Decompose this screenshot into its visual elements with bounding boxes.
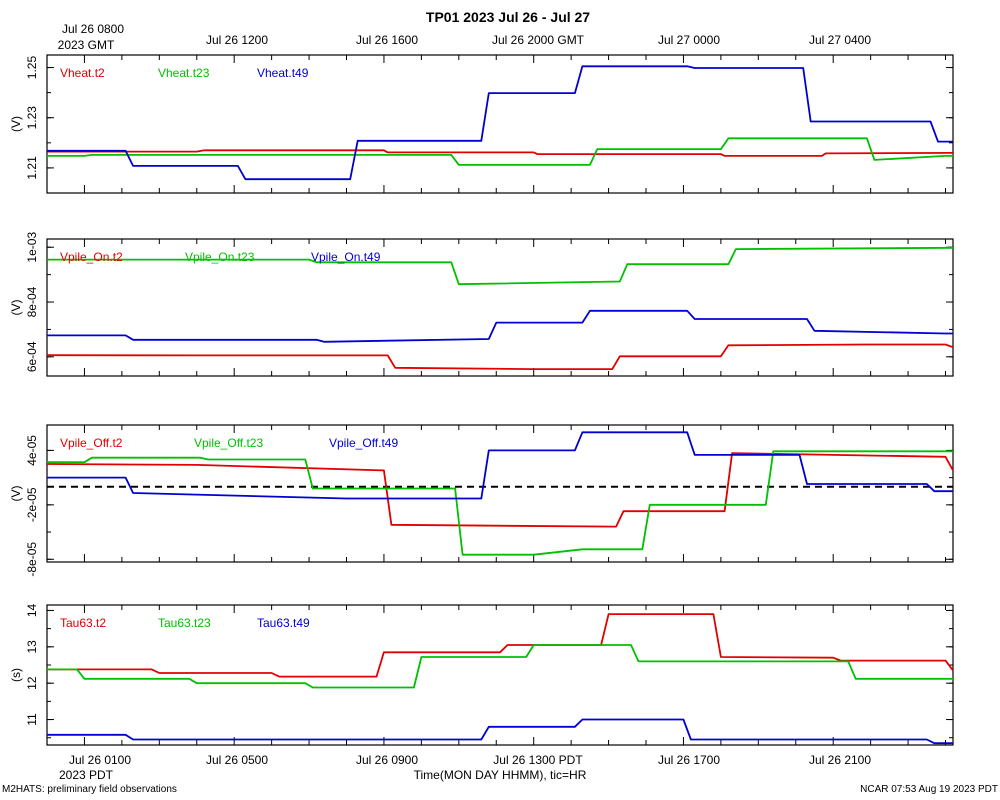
top-axis-label: Jul 26 2000 GMT — [492, 33, 585, 47]
bottom-axis-label: Jul 26 2100 — [809, 753, 871, 767]
series-line-tau63-t23 — [47, 644, 953, 689]
legend-label: Vpile_Off.t2 — [60, 436, 123, 450]
series-line-vpile-off-t49 — [47, 431, 953, 500]
legend-label: Vheat.t49 — [257, 66, 309, 80]
y-axis-title: (V) — [9, 116, 23, 132]
panel-frame — [46, 424, 954, 563]
panel-frame — [46, 238, 954, 377]
bottom-axis-year-label: 2023 PDT — [59, 768, 114, 782]
series-line-vheat-t2 — [47, 149, 954, 157]
y-axis-title: (V) — [9, 300, 23, 316]
series-line-vpile-on-t49 — [47, 309, 953, 343]
series-line-tau63-t2 — [47, 613, 954, 678]
series-line-tau63-t49 — [47, 718, 953, 745]
y-tick-label: 1e-03 — [25, 232, 39, 263]
legend-label: Vpile_On.t49 — [311, 250, 381, 264]
chart-title: TP01 2023 Jul 26 - Jul 27 — [426, 9, 590, 25]
chart-panel: -8e-05 -2e-05 4e-05 (V) Vpile_Off.t2 Vpile_Of… — [9, 424, 954, 577]
chart-panel: 6e-04 8e-04 1e-03 (V) Vpile_On.t2 Vpile_On.t2… — [9, 232, 954, 377]
series-line-vpile-off-t2 — [46, 452, 954, 528]
y-tick-label: 1.23 — [25, 106, 39, 130]
top-axis-label: Jul 26 1200 — [206, 33, 268, 47]
y-tick-label: 6e-04 — [25, 341, 39, 372]
bottom-axis-label: Jul 26 1700 — [658, 753, 720, 767]
footer-note: M2HATS: preliminary field observations — [2, 784, 177, 795]
series-line-vpile-on-t2 — [46, 343, 954, 371]
legend-label: Tau63.t2 — [60, 616, 106, 630]
series-line-vpile-on-t23 — [47, 246, 954, 286]
legend-label: Tau63.t49 — [257, 616, 310, 630]
legend-label: Vpile_On.t2 — [60, 250, 123, 264]
top-axis-label: Jul 27 0000 — [658, 33, 720, 47]
y-tick-label: 12 — [25, 676, 39, 690]
bottom-axis-label: Jul 26 0900 — [356, 753, 418, 767]
legend-label: Vpile_Off.t23 — [194, 436, 263, 450]
panel-frame — [46, 604, 954, 746]
legend-label: Vheat.t23 — [158, 66, 210, 80]
y-tick-label: 13 — [25, 640, 39, 654]
y-tick-label: 4e-05 — [25, 435, 39, 466]
top-axis-first-label-line2: 2023 GMT — [58, 38, 115, 52]
series-line-vheat-t49 — [47, 65, 953, 181]
y-tick-label: -8e-05 — [25, 542, 39, 577]
series-line-vheat-t23 — [47, 137, 953, 166]
top-axis-label: Jul 27 0400 — [809, 33, 871, 47]
legend-label: Tau63.t23 — [158, 616, 211, 630]
panel-frame — [46, 54, 954, 194]
bottom-time-axis: Jul 26 0100 Jul 26 0500 Jul 26 0900 Jul … — [59, 753, 871, 782]
series-line-vpile-off-t23 — [47, 450, 953, 556]
x-axis-title: Time(MON DAY HHMM), tic=HR — [414, 768, 587, 782]
top-axis-label: Jul 26 1600 — [356, 33, 418, 47]
y-tick-label: 11 — [25, 713, 39, 726]
y-axis-title: (s) — [9, 668, 23, 682]
panels: 1.21 1.23 1.25 (V) Vheat.t2 Vheat.t23 Vheat.t4… — [9, 54, 954, 746]
y-axis-title: (V) — [9, 486, 23, 502]
top-time-axis: Jul 26 0800 2023 GMT Jul 26 1200 Jul 26 … — [58, 22, 872, 52]
chart-panel: 1.21 1.23 1.25 (V) Vheat.t2 Vheat.t23 Vheat.t4… — [9, 54, 954, 194]
footer-timestamp: NCAR 07:53 Aug 19 2023 PDT — [860, 784, 998, 795]
legend-label: Vheat.t2 — [60, 66, 105, 80]
top-axis-first-label-line1: Jul 26 0800 — [62, 22, 124, 36]
y-tick-label: 1.25 — [25, 56, 39, 80]
legend-label: Vpile_Off.t49 — [329, 436, 398, 450]
y-tick-label: 14 — [25, 603, 39, 617]
chart-panel: 11 12 13 14 (s) Tau63.t2 Tau63.t23 Tau63.t49 — [9, 603, 954, 746]
bottom-axis-label: Jul 26 0100 — [69, 753, 131, 767]
y-tick-label: 1.21 — [25, 156, 39, 180]
bottom-axis-label: Jul 26 1300 PDT — [493, 753, 583, 767]
y-tick-label: -2e-05 — [25, 487, 39, 522]
legend-label: Vpile_On.t23 — [185, 250, 255, 264]
bottom-axis-label: Jul 26 0500 — [206, 753, 268, 767]
y-tick-label: 8e-04 — [25, 286, 39, 317]
